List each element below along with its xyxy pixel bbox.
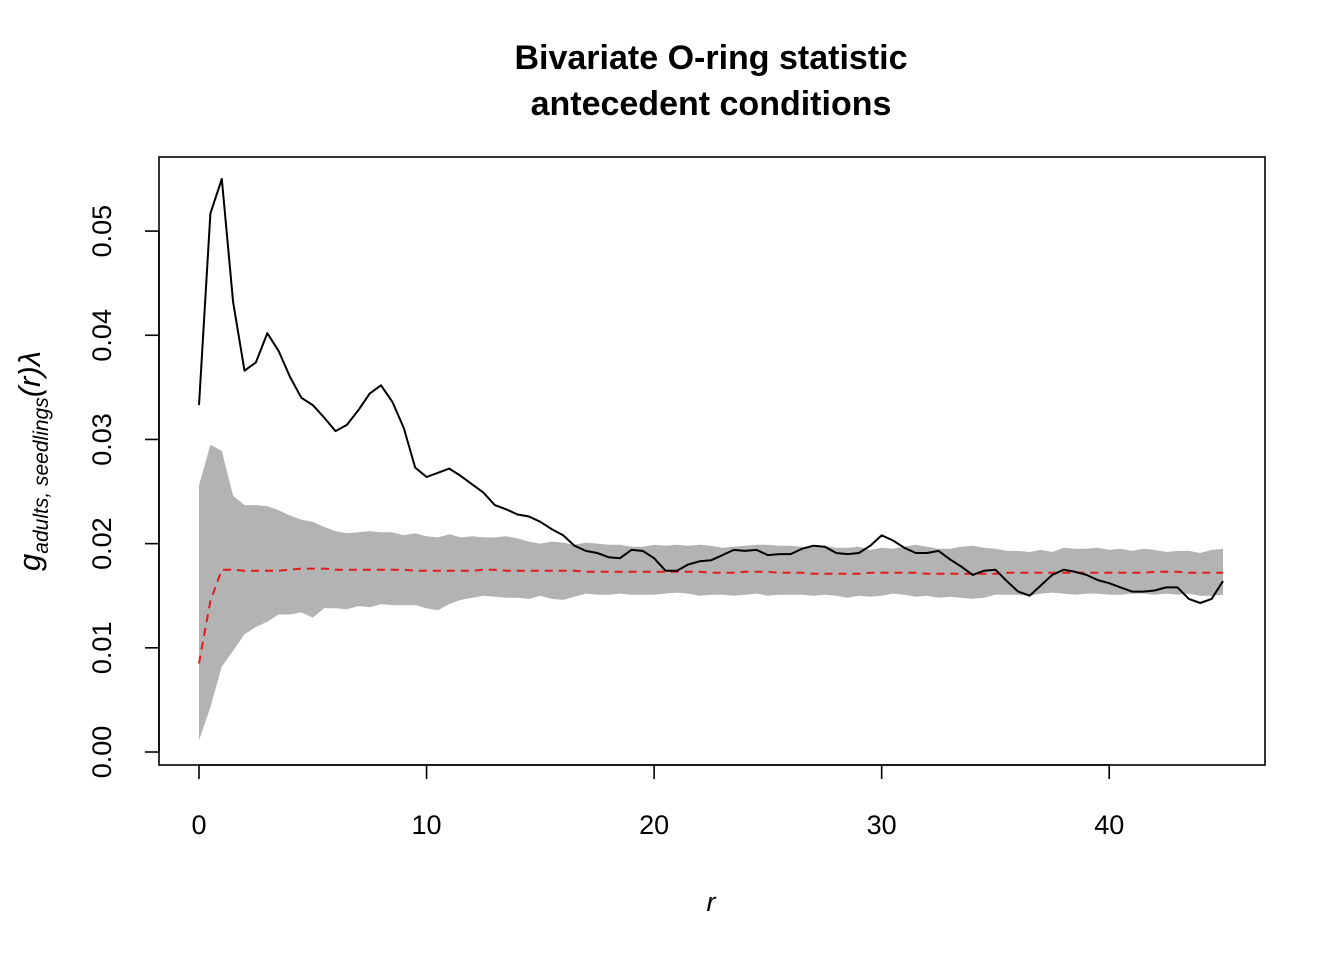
y-axis-label-main: g xyxy=(12,554,47,571)
simulation-envelope xyxy=(199,444,1223,741)
x-axis-label: r xyxy=(707,887,717,917)
y-axis-label-subscript: adults, seedlings xyxy=(30,397,53,554)
svg-text:gadults, seedlings(r)λ: gadults, seedlings(r)λ xyxy=(12,351,53,571)
theoretical-line xyxy=(198,567,1223,664)
y-axis-label: gadults, seedlings(r)λ xyxy=(12,351,53,571)
x-tick-label: 30 xyxy=(867,810,897,840)
y-tick-label: 0.02 xyxy=(87,517,117,570)
y-axis-label-suffix: (r)λ xyxy=(12,351,47,397)
chart-title-line-1: Bivariate O-ring statistic xyxy=(514,39,907,77)
chart-title-line-2: antecedent conditions xyxy=(531,85,892,123)
y-tick-label: 0.04 xyxy=(87,309,117,362)
series-layer xyxy=(198,178,1224,664)
x-tick-label: 0 xyxy=(191,810,206,840)
y-tick-label: 0.00 xyxy=(87,726,117,779)
y-tick-label: 0.01 xyxy=(87,622,117,675)
observed-line xyxy=(198,178,1224,604)
y-tick-label: 0.03 xyxy=(87,413,117,466)
y-tick-label: 0.05 xyxy=(87,205,117,258)
plot-frame xyxy=(158,156,1266,766)
x-tick-label: 20 xyxy=(639,810,669,840)
y-axis: 0.00 0.01 0.02 0.03 0.04 0.05 xyxy=(87,205,160,779)
x-tick-label: 10 xyxy=(412,810,442,840)
x-tick-label: 40 xyxy=(1094,810,1124,840)
x-axis: 0 10 20 30 40 xyxy=(191,764,1124,840)
envelope-layer xyxy=(199,444,1223,741)
